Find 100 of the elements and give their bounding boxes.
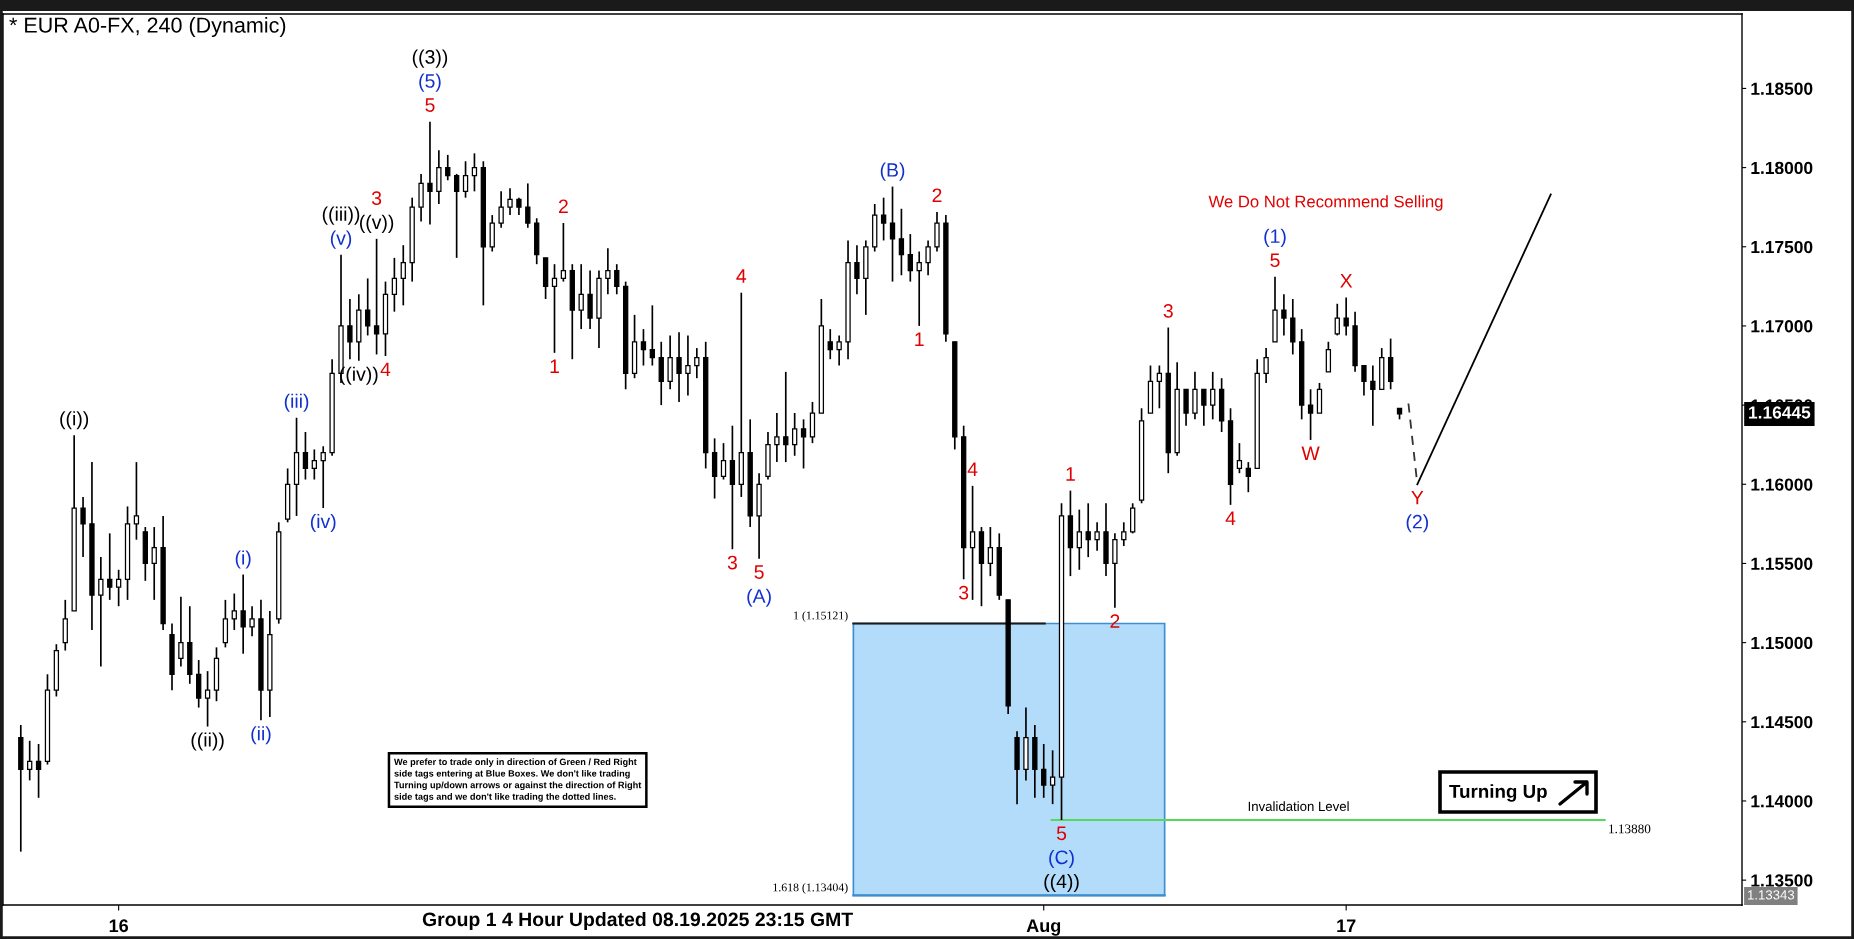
- candlestick: [720, 442, 727, 481]
- candlestick: [1112, 532, 1118, 609]
- candlestick: [489, 214, 495, 253]
- candlestick: [925, 239, 931, 277]
- candlestick: [1236, 442, 1243, 475]
- candlestick: [587, 269, 593, 330]
- candlestick: [774, 412, 780, 463]
- annotation: (A): [747, 588, 771, 607]
- candlestick: [649, 304, 656, 367]
- candlestick: [453, 173, 460, 259]
- candlestick: [711, 437, 718, 500]
- y-tick-label: 1.17000: [1751, 320, 1813, 333]
- candlestick: [427, 120, 433, 226]
- annotation: (v): [330, 230, 352, 249]
- annotation: 3: [371, 191, 382, 206]
- annotation: 1: [915, 332, 924, 346]
- candlestick: [507, 187, 513, 216]
- candlestick: [1121, 521, 1127, 547]
- annotation: (iii): [284, 393, 309, 412]
- candlestick: [115, 568, 122, 608]
- annotation: 4: [1225, 511, 1236, 525]
- annotation: 4: [967, 462, 978, 476]
- annotation: 1.13880: [1609, 824, 1651, 834]
- text: 1.16445: [1749, 406, 1811, 419]
- candlestick: [916, 250, 922, 327]
- annotation: (2): [1406, 514, 1428, 533]
- candlestick: [1281, 293, 1287, 337]
- annotation: ((3)): [412, 49, 448, 68]
- candlestick: [98, 556, 104, 668]
- annotation: (5): [419, 73, 441, 92]
- candlestick: [525, 182, 531, 229]
- candlestick: [1094, 521, 1100, 552]
- y-tick-label: 1.18500: [1751, 82, 1813, 95]
- annotation: 5: [1270, 253, 1280, 268]
- annotation: W: [1301, 446, 1320, 460]
- candlestick: [151, 526, 157, 601]
- candlestick: [854, 244, 860, 296]
- candlestick: [791, 412, 798, 457]
- text: 1.13343: [1748, 890, 1795, 900]
- y-tick-label: 1.17500: [1751, 240, 1813, 254]
- x-tick-label: 16: [109, 919, 129, 933]
- candlestick: [373, 238, 380, 356]
- candlestick: [178, 595, 184, 668]
- candlestick: [196, 659, 202, 709]
- candlestick: [1343, 296, 1349, 337]
- candlestick: [809, 401, 816, 444]
- y-tick-label: 1.14500: [1751, 715, 1813, 729]
- candlestick: [1085, 502, 1091, 558]
- candlestick: [436, 149, 442, 205]
- candlestick: [249, 605, 255, 638]
- annotation: 1: [550, 359, 559, 373]
- candlestick: [1387, 337, 1394, 391]
- annotation: (ii): [251, 726, 271, 745]
- candlestick: [685, 334, 691, 397]
- annotation: 4: [380, 362, 391, 377]
- candlestick: [445, 154, 451, 182]
- candlestick: [836, 334, 842, 367]
- annotation: (C): [1049, 849, 1074, 869]
- candlestick: [498, 190, 504, 229]
- candlestick: [614, 263, 620, 296]
- candlestick: [240, 573, 246, 655]
- candlestick: [969, 485, 976, 601]
- annotation: 3: [1163, 303, 1173, 318]
- candlestick: [80, 496, 86, 558]
- candlestick: [1263, 347, 1269, 384]
- candlestick: [471, 152, 478, 193]
- annotation: 5: [1056, 826, 1067, 841]
- text: Group 1 4 Hour Updated 08.19.2025 23:15 GMT: [422, 911, 853, 931]
- candlestick: [640, 328, 647, 367]
- candlestick: [1183, 388, 1189, 427]
- candlestick: [934, 211, 940, 253]
- candlestick: [667, 334, 673, 391]
- candlestick: [320, 445, 326, 509]
- candlestick: [1156, 364, 1163, 410]
- candlestick: [311, 448, 318, 481]
- candlestick: [783, 371, 789, 463]
- annotation: 3: [959, 585, 969, 600]
- candlestick: [302, 431, 309, 481]
- annotation: ((iii)): [322, 206, 360, 225]
- candlestick: [1316, 382, 1323, 414]
- candlestick: [1130, 502, 1136, 535]
- annotation: ((i)): [60, 411, 89, 430]
- candlestick: [1307, 388, 1314, 441]
- y-tick-label: 1.14000: [1751, 795, 1813, 808]
- annotation: 5: [425, 98, 435, 112]
- candlestick: [418, 173, 424, 223]
- candlestick: [658, 340, 664, 406]
- candlestick: [987, 526, 994, 577]
- y-tick-label: 1.15000: [1751, 636, 1813, 650]
- candlestick: [898, 207, 905, 277]
- candlestick: [1334, 302, 1340, 337]
- candlestick: [133, 461, 140, 541]
- candlestick: [365, 277, 371, 337]
- candlestick: [400, 244, 406, 307]
- ref-line-label: 1 (1.15121): [794, 611, 848, 622]
- candlestick: [1361, 364, 1367, 397]
- candlestick: [27, 739, 33, 782]
- candlestick: [1192, 371, 1198, 421]
- chart-title: * EUR A0-FX, 240 (Dynamic): [9, 16, 286, 38]
- annotation: 3: [727, 555, 737, 570]
